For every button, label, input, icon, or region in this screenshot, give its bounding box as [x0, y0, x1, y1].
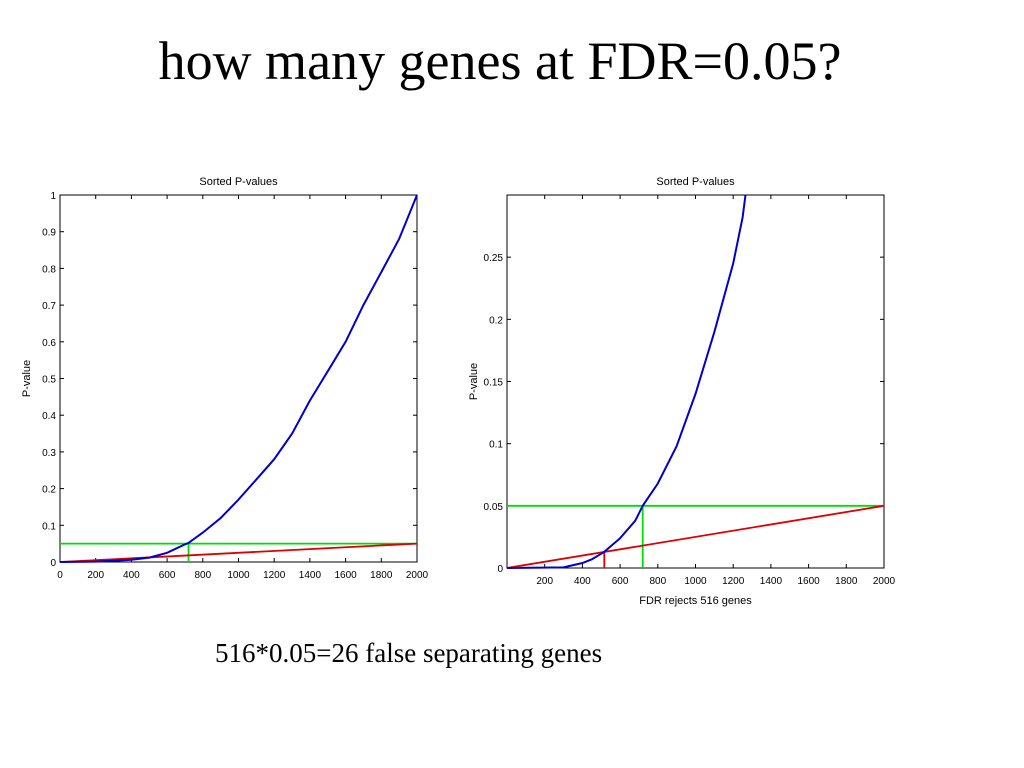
- y-axis-label: P-value: [21, 360, 33, 397]
- x-tick-label: 1400: [299, 570, 322, 581]
- chart-right: Sorted P-values P-value FDR rejects 516 ge…: [468, 176, 896, 607]
- x-tick-label: 1200: [263, 570, 286, 581]
- slide-title: how many genes at FDR=0.05?: [158, 31, 842, 91]
- x-tick-label: 800: [649, 576, 666, 587]
- chart-title: Sorted P-values: [656, 176, 735, 188]
- x-tick-label: 1200: [722, 576, 745, 587]
- x-tick-label: 1600: [797, 576, 820, 587]
- y-tick-label: 0.05: [484, 502, 504, 513]
- chart-title: Sorted P-values: [199, 176, 278, 188]
- y-tick-label: 0.7: [42, 301, 56, 312]
- y-tick-label: 0.2: [42, 485, 56, 496]
- y-tick-label: 1: [50, 191, 56, 202]
- y-tick-label: 0.15: [484, 378, 504, 389]
- y-tick-label: 0.6: [42, 338, 56, 349]
- x-tick-label: 2000: [406, 570, 429, 581]
- x-tick-label: 2000: [873, 576, 896, 587]
- x-tick-label: 0: [57, 570, 63, 581]
- y-tick-label: 0: [50, 558, 56, 569]
- y-tick-label: 0.9: [42, 228, 56, 239]
- x-tick-label: 1400: [760, 576, 783, 587]
- y-tick-label: 0.5: [42, 375, 56, 386]
- y-tick-label: 0.8: [42, 264, 56, 275]
- x-tick-label: 800: [194, 570, 211, 581]
- x-tick-label: 400: [574, 576, 591, 587]
- chart-left: Sorted P-values P-value 0 200 400 600 800 1000 1…: [21, 176, 429, 581]
- y-tick-label: 0.3: [42, 448, 56, 459]
- x-tick-label: 1600: [334, 570, 357, 581]
- x-tick-label: 1800: [835, 576, 858, 587]
- y-tick-label: 0: [497, 564, 503, 575]
- plot-frame: [59, 194, 418, 563]
- plot-frame: [506, 194, 885, 569]
- x-tick-label: 600: [612, 576, 629, 587]
- y-tick-label: 0.25: [484, 253, 504, 264]
- x-tick-label: 1000: [684, 576, 707, 587]
- series-fdr-line: [506, 504, 885, 569]
- y-tick-label: 0.4: [42, 411, 56, 422]
- y-axis-label: P-value: [468, 363, 480, 400]
- x-tick-label: 1000: [227, 570, 250, 581]
- x-axis-label: FDR rejects 516 genes: [639, 595, 752, 607]
- y-tick-label: 0.2: [489, 315, 503, 326]
- slide-caption: 516*0.05=26 false separating genes: [215, 638, 603, 668]
- series-pvalue-curve: [506, 194, 747, 569]
- x-tick-label: 200: [87, 570, 104, 581]
- x-tick-label: 600: [159, 570, 176, 581]
- x-tick-label: 400: [123, 570, 140, 581]
- x-tick-label: 200: [536, 576, 553, 587]
- series-fdr-line: [59, 542, 418, 563]
- series-pvalue-curve: [59, 194, 418, 563]
- x-tick-label: 1800: [370, 570, 393, 581]
- y-tick-label: 0.1: [42, 521, 56, 532]
- y-tick-label: 0.1: [489, 440, 503, 451]
